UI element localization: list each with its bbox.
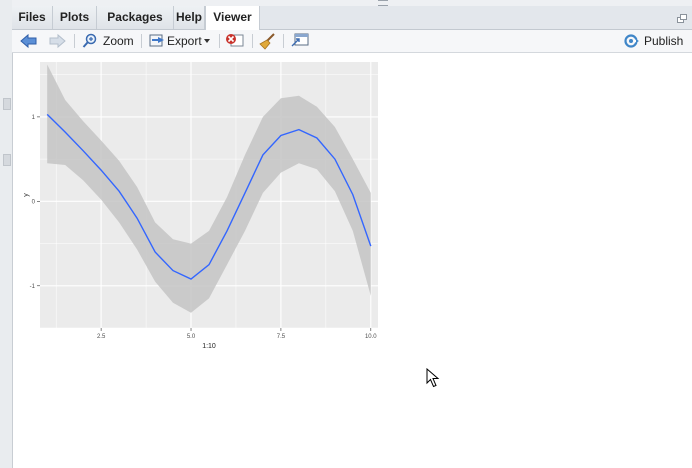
zoom-label: Zoom	[103, 34, 134, 48]
confidence-ribbon	[47, 64, 371, 313]
clear-all-button[interactable]	[259, 32, 277, 50]
x-tick-label: 7.5	[277, 334, 286, 340]
x-tick-label: 5.0	[187, 334, 196, 340]
y-axis-label: y	[23, 193, 30, 197]
pane-resize-grip[interactable]	[378, 0, 388, 6]
publish-button[interactable]: Publish	[623, 32, 691, 50]
publish-icon	[624, 34, 639, 48]
tab-help[interactable]: Help	[174, 6, 205, 29]
toolbar-separator	[283, 34, 284, 48]
pane-top-border	[12, 0, 692, 6]
splitter-notch[interactable]	[3, 98, 11, 110]
splitter-notch[interactable]	[3, 154, 11, 166]
zoom-button[interactable]: Zoom	[82, 32, 134, 50]
tab-plots[interactable]: Plots	[53, 6, 97, 29]
smooth-line-chart: 2.5 5.0 7.5 10.0 -1 0 1 1:10 y	[23, 62, 378, 350]
tab-viewer[interactable]: Viewer	[205, 6, 260, 30]
chevron-down-icon	[204, 39, 210, 43]
left-pane-edge	[0, 0, 13, 468]
minimize-pane-icon[interactable]	[677, 14, 689, 24]
y-tick-label: 1	[32, 115, 36, 121]
remove-icon	[226, 34, 244, 47]
toolbar-separator	[74, 34, 75, 48]
zoom-icon	[82, 33, 97, 48]
y-tick-label: -1	[30, 284, 36, 290]
viewer-toolbar: Zoom Export Publish	[12, 30, 692, 53]
viewer-plot: 2.5 5.0 7.5 10.0 -1 0 1 1:10 y	[14, 58, 384, 350]
popout-window-icon	[291, 33, 309, 47]
back-arrow-icon[interactable]	[20, 33, 38, 51]
tab-files[interactable]: Files	[12, 6, 53, 29]
publish-label: Publish	[644, 34, 684, 48]
mouse-cursor-icon	[426, 367, 440, 393]
open-in-window-button[interactable]	[291, 33, 309, 51]
x-tick-label: 10.0	[365, 334, 377, 340]
pane-tabbar: Files Plots Packages Help Viewer	[12, 6, 692, 30]
x-axis-label: 1:10	[202, 343, 216, 348]
export-icon	[149, 34, 164, 47]
remove-viewer-button[interactable]	[225, 32, 245, 50]
broom-icon	[259, 33, 275, 50]
tab-packages[interactable]: Packages	[97, 6, 174, 29]
toolbar-separator	[219, 34, 220, 48]
x-tick-label: 2.5	[97, 334, 106, 340]
toolbar-separator	[141, 34, 142, 48]
forward-arrow-icon[interactable]	[48, 33, 66, 51]
smooth-line	[46, 113, 372, 280]
toolbar-separator	[252, 34, 253, 48]
export-label: Export	[167, 34, 202, 48]
export-menu-button[interactable]: Export	[149, 32, 213, 50]
y-tick-label: 0	[32, 199, 36, 205]
